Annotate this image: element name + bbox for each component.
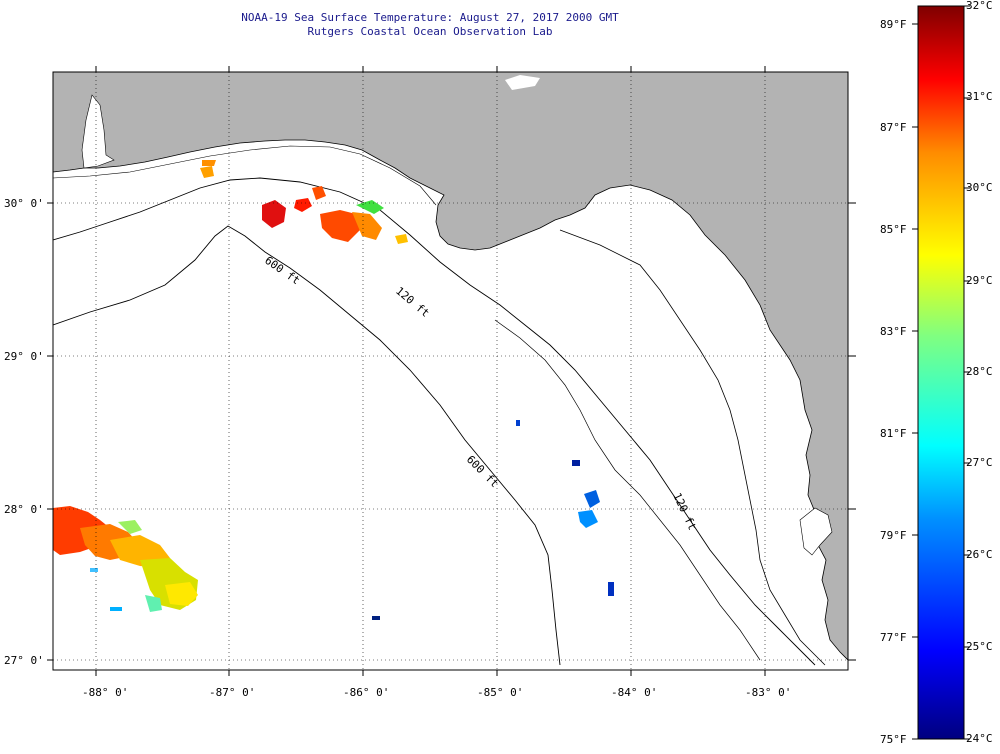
map-subtitle: Rutgers Coastal Ocean Observation Lab xyxy=(307,25,553,38)
colorbar-ticks xyxy=(912,5,970,740)
sst-patches xyxy=(53,160,614,620)
colorbar-c-label: 29°C xyxy=(966,274,993,287)
lon-label: -86° 0' xyxy=(343,686,389,699)
colorbar-c-label: 28°C xyxy=(966,365,993,378)
lat-label: 30° 0' xyxy=(4,197,44,210)
colorbar-c-label: 32°C xyxy=(966,0,993,12)
colorbar-f-label: 89°F xyxy=(880,18,907,31)
isobath-600ft-east xyxy=(494,319,761,661)
colorbar-f-label: 79°F xyxy=(880,529,907,542)
colorbar-f-label: 77°F xyxy=(880,631,907,644)
colorbar-c-label: 31°C xyxy=(966,90,993,103)
colorbar-f-label: 75°F xyxy=(880,733,907,746)
lon-label: -85° 0' xyxy=(477,686,523,699)
graticule xyxy=(53,72,848,670)
colorbar-f-label: 87°F xyxy=(880,121,907,134)
lat-label: 27° 0' xyxy=(4,654,44,667)
colorbar-c-label: 25°C xyxy=(966,640,993,653)
lat-label: 28° 0' xyxy=(4,503,44,516)
mobile-bay xyxy=(81,94,115,169)
coastline-detail xyxy=(53,145,437,206)
lon-label: -87° 0' xyxy=(209,686,255,699)
isobath-120ft xyxy=(53,177,816,666)
ticks xyxy=(47,66,856,676)
colorbar-f-label: 83°F xyxy=(880,325,907,338)
isobath-120ft-east xyxy=(559,229,826,666)
isobath-600ft xyxy=(53,225,561,666)
map-frame xyxy=(52,71,849,671)
lon-label: -83° 0' xyxy=(745,686,791,699)
lon-label: -84° 0' xyxy=(611,686,657,699)
colorbar xyxy=(917,5,965,740)
lat-label: 29° 0' xyxy=(4,350,44,363)
colorbar-c-label: 30°C xyxy=(966,181,993,194)
map-title: NOAA-19 Sea Surface Temperature: August … xyxy=(241,11,619,24)
colorbar-c-label: 24°C xyxy=(966,732,993,745)
colorbar-f-label: 81°F xyxy=(880,427,907,440)
lon-label: -88° 0' xyxy=(82,686,128,699)
colorbar-f-label: 85°F xyxy=(880,223,907,236)
lake xyxy=(505,75,540,90)
colorbar-c-label: 26°C xyxy=(966,548,993,561)
colorbar-c-label: 27°C xyxy=(966,456,993,469)
